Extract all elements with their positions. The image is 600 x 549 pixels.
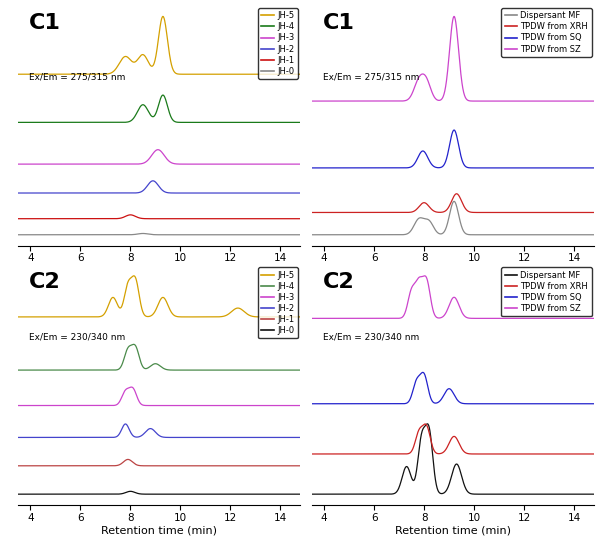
X-axis label: Retention time (min): Retention time (min) [101,525,217,535]
Legend: JH-5, JH-4, JH-3, JH-2, JH-1, JH-0: JH-5, JH-4, JH-3, JH-2, JH-1, JH-0 [258,267,298,339]
Text: C1: C1 [323,13,355,33]
Text: C2: C2 [323,272,355,292]
Text: C1: C1 [29,13,61,33]
Text: C2: C2 [29,272,61,292]
Legend: Dispersant MF, TPDW from XRH, TPDW from SQ, TPDW from SZ: Dispersant MF, TPDW from XRH, TPDW from … [501,8,592,57]
X-axis label: Retention time (min): Retention time (min) [395,525,511,535]
Text: Ex/Em = 230/340 nm: Ex/Em = 230/340 nm [29,332,125,341]
Legend: Dispersant MF, TPDW from XRH, TPDW from SQ, TPDW from SZ: Dispersant MF, TPDW from XRH, TPDW from … [501,267,592,316]
Text: Ex/Em = 275/315 nm: Ex/Em = 275/315 nm [323,73,419,82]
Text: Ex/Em = 230/340 nm: Ex/Em = 230/340 nm [323,332,419,341]
Legend: JH-5, JH-4, JH-3, JH-2, JH-1, JH-0: JH-5, JH-4, JH-3, JH-2, JH-1, JH-0 [258,8,298,79]
Text: Ex/Em = 275/315 nm: Ex/Em = 275/315 nm [29,73,125,82]
